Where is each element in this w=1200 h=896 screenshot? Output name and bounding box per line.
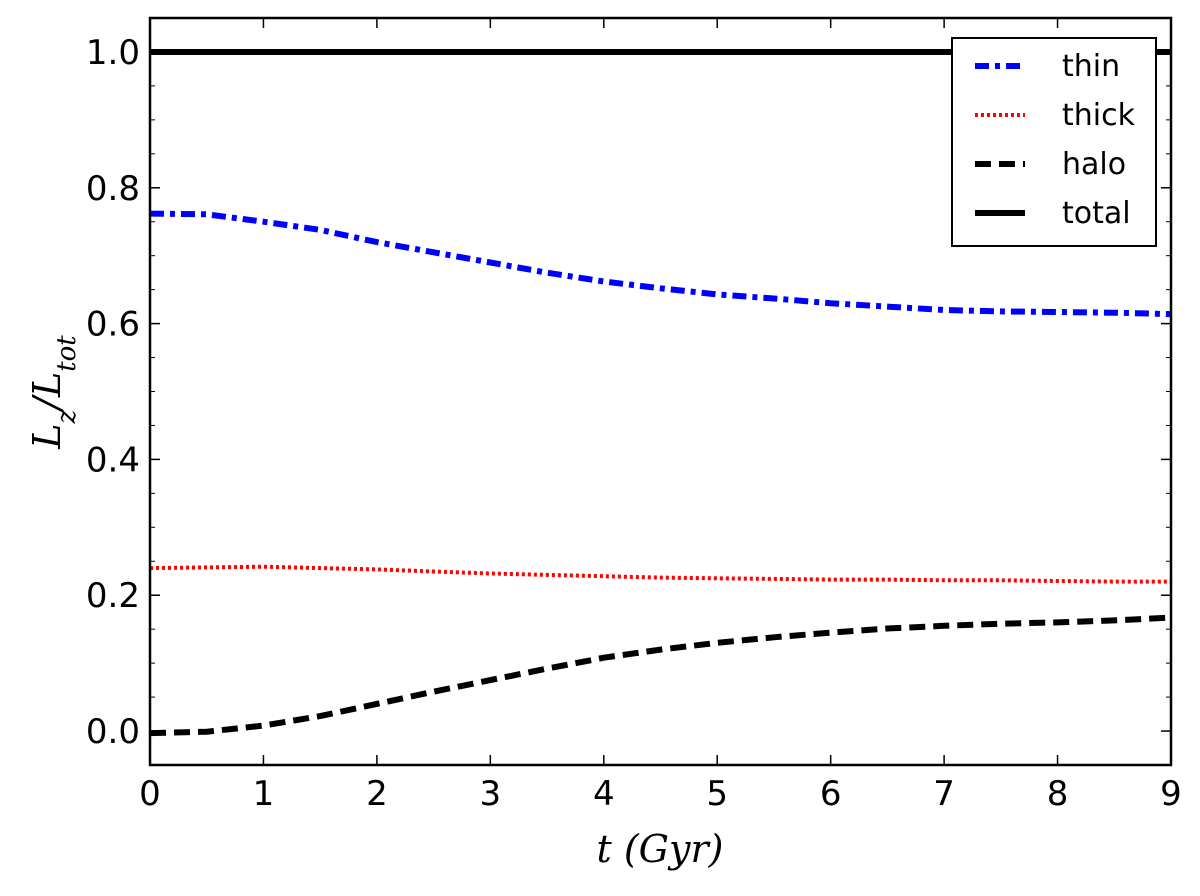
x-tick-label: 9 [1160,774,1182,814]
series-line-thick [149,564,1171,584]
series-line-thin [149,210,1172,318]
legend-label-halo: halo [1062,147,1126,182]
series-line-halo [149,614,1172,737]
x-tick-label: 5 [706,774,728,814]
x-axis-label: t (Gyr) [597,827,724,871]
x-tick-label: 3 [480,774,502,814]
x-tick-label: 6 [820,774,842,814]
x-tick-label: 2 [366,774,388,814]
x-tick-label: 8 [1047,774,1069,814]
legend-label-total: total [1062,196,1131,231]
y-tick-label: 0.6 [86,305,140,345]
y-tick-label: 0.4 [86,440,140,480]
y-tick-label: 1.0 [86,33,140,73]
y-axis-label: Lz/Ltot [25,335,82,450]
tick-layer: 0 1 2 3 4 5 6 7 8 9 0.0 0.2 0.4 0.6 0.8 1.0 [86,18,1182,814]
legend-label-thin: thin [1062,49,1120,84]
plot-frame [148,16,1173,767]
x-tick-label: 1 [253,774,275,814]
legend: thin thick halo total [951,37,1157,247]
x-tick-label: 4 [593,774,615,814]
y-tick-label: 0.0 [86,712,140,752]
x-tick-label: 0 [139,774,161,814]
y-tick-label: 0.2 [86,576,140,616]
legend-label-thick: thick [1062,98,1136,133]
y-tick-label: 0.8 [86,169,140,209]
x-tick-label: 7 [933,774,955,814]
